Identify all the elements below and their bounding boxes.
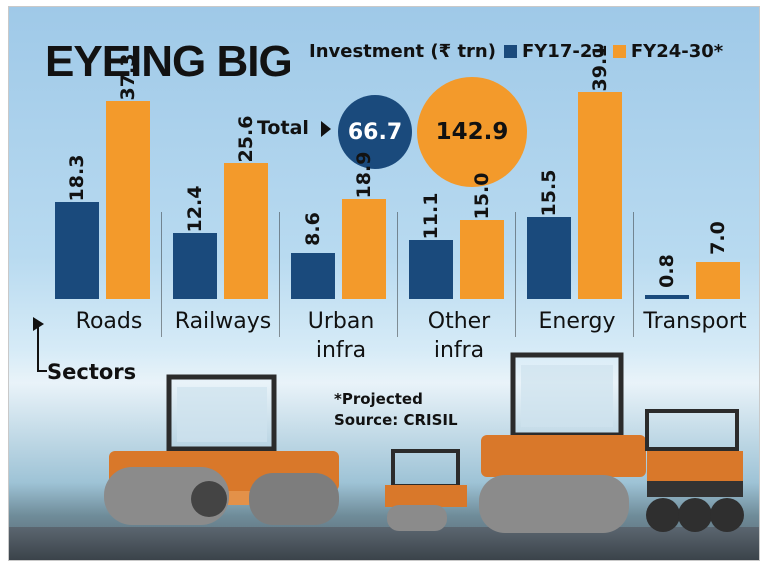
legend-label-fy17-23: FY17-23 <box>521 41 605 62</box>
legend-swatch-fy24-30 <box>612 45 626 58</box>
bar-fy17-23-2 <box>291 253 335 299</box>
sectors-bracket-foot <box>37 370 47 372</box>
value-label-fy24-30-0: 37.3 <box>117 53 139 101</box>
bar-fy24-30-0 <box>106 101 150 299</box>
x-axis-label: Sectors <box>47 360 137 384</box>
value-label-fy24-30-1: 25.6 <box>235 115 257 163</box>
category-label-0: Roads <box>75 309 143 334</box>
value-label-fy17-23-4: 15.5 <box>538 169 560 217</box>
legend-label-fy24-30: FY24-30* <box>630 41 724 62</box>
value-label-fy17-23-5: 0.8 <box>656 253 678 288</box>
value-label-fy24-30-2: 18.9 <box>353 151 375 199</box>
category-label-3: Other infra <box>427 309 491 363</box>
value-label-fy17-23-3: 11.1 <box>420 192 442 240</box>
category-label-1: Railways <box>174 309 272 334</box>
source-text: Source: CRISIL <box>334 411 458 429</box>
legend: Investment (₹ trn) FY17-23 FY24-30* <box>309 41 723 62</box>
category-separator-1 <box>161 212 162 337</box>
total-bubble-fy24-30: 142.9 <box>417 77 527 187</box>
road-background <box>9 527 759 560</box>
bar-fy17-23-3 <box>409 240 453 299</box>
bar-fy24-30-3 <box>460 219 504 299</box>
infographic: EYEING BIG Investment (₹ trn) FY17-23 FY… <box>8 6 760 561</box>
total-bubble-fy17-23: 66.7 <box>338 95 412 169</box>
category-separator-4 <box>515 212 516 337</box>
total-arrow-icon <box>321 121 331 137</box>
bar-fy17-23-1 <box>173 233 217 299</box>
legend-axis-label: Investment (₹ trn) <box>309 41 496 62</box>
bar-fy17-23-0 <box>55 202 99 299</box>
value-label-fy24-30-5: 7.0 <box>707 221 729 255</box>
road-roller-left-image <box>104 374 339 525</box>
value-label-fy17-23-2: 8.6 <box>302 212 324 247</box>
sectors-arrow-icon <box>33 317 44 331</box>
category-label-5: Transport <box>643 309 747 334</box>
bar-fy17-23-5 <box>645 294 689 299</box>
sectors-bracket-line <box>37 327 39 371</box>
total-label: Total <box>257 117 309 139</box>
chart-title: EYEING BIG <box>45 37 293 86</box>
bar-fy24-30-2 <box>342 198 386 299</box>
legend-swatch-fy17-23 <box>503 45 517 58</box>
category-label-4: Energy <box>538 309 616 334</box>
bar-fy24-30-5 <box>696 261 740 299</box>
bar-fy17-23-4 <box>527 216 571 299</box>
projected-note: *Projected <box>334 390 423 408</box>
value-label-fy17-23-1: 12.4 <box>184 185 206 233</box>
value-label-fy17-23-0: 18.3 <box>66 154 88 202</box>
category-separator-5 <box>633 212 634 337</box>
value-label-fy24-30-3: 15.0 <box>471 172 493 219</box>
category-separator-3 <box>397 212 398 337</box>
value-label-fy24-30-4: 39.1 <box>589 44 611 92</box>
road-roller-distant-image <box>385 449 467 531</box>
road-roller-center-image <box>479 352 646 533</box>
road-roller-right-image <box>645 409 744 532</box>
source-note: *Projected Source: CRISIL <box>334 389 458 431</box>
category-label-2: Urban infra <box>307 309 375 363</box>
bar-fy24-30-1 <box>224 163 268 299</box>
category-separator-2 <box>279 212 280 337</box>
bar-fy24-30-4 <box>578 91 622 299</box>
